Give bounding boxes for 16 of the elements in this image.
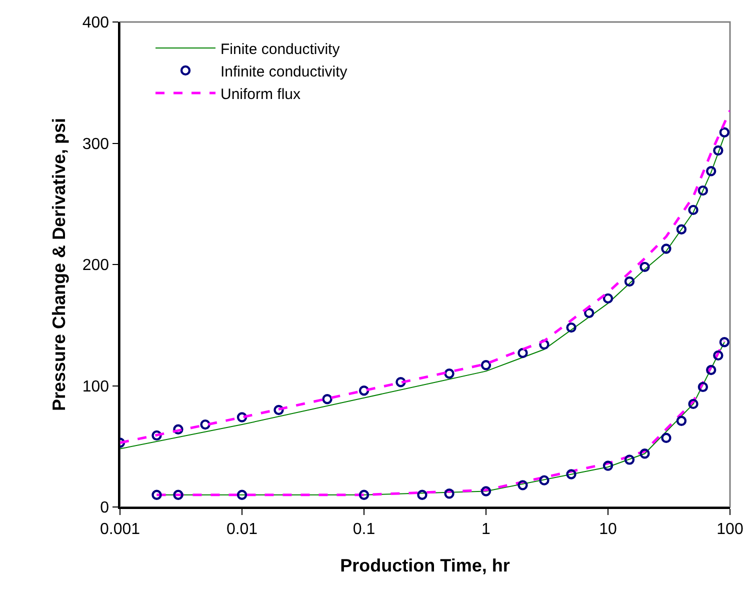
legend-label: Uniform flux: [220, 86, 302, 103]
y-tick-label: 100: [82, 378, 110, 396]
x-tick-label: 100: [716, 520, 744, 538]
legend-label: Finite conductivity: [220, 40, 340, 58]
y-tick-label: 0: [100, 500, 110, 517]
y-tick-label: 400: [82, 14, 110, 32]
x-tick-label: 0.001: [100, 520, 140, 538]
x-tick-label: 0.1: [352, 520, 376, 538]
x-tick-label: 10: [599, 520, 617, 538]
x-tick-label: 1: [482, 520, 491, 538]
y-axis-title: Pressure Change & Derivative, psi: [49, 118, 70, 412]
y-tick-label: 200: [82, 257, 110, 274]
x-tick-label: 0.01: [226, 520, 258, 538]
y-tick-label: 300: [82, 136, 110, 153]
x-axis-title: Production Time, hr: [340, 556, 510, 576]
legend-label: Infinite conductivity: [220, 63, 348, 80]
